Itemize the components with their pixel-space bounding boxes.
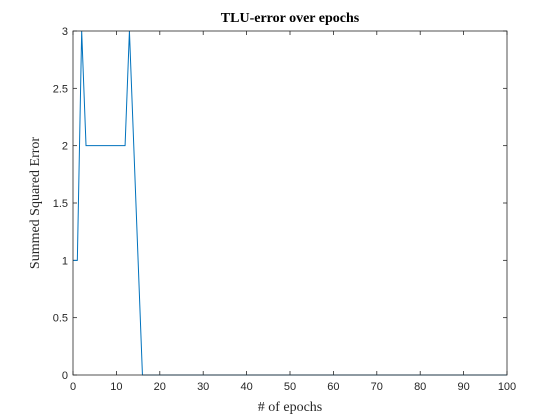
chart-title: TLU-error over epochs — [221, 11, 360, 26]
y-tick-label: 2 — [62, 141, 68, 153]
y-tick-label: 0 — [62, 370, 68, 382]
y-tick-label: 1 — [62, 255, 68, 267]
y-tick-label: 2.5 — [53, 83, 68, 95]
x-tick-label: 50 — [284, 381, 296, 393]
y-tick-label: 1.5 — [53, 198, 68, 210]
x-tick-label: 10 — [110, 381, 122, 393]
tick-labels-group: 0 10 20 30 40 50 60 70 80 90 100 0 0.5 1 1.5 2 2.5 3 — [53, 26, 516, 393]
x-tick-label: 0 — [70, 381, 76, 393]
x-tick-label: 30 — [197, 381, 209, 393]
axes-box — [72, 30, 508, 376]
x-tick-label: 100 — [498, 381, 516, 393]
x-tick-label: 20 — [154, 381, 166, 393]
y-tick-label: 3 — [62, 26, 68, 38]
x-axis-title: # of epochs — [258, 400, 323, 415]
y-axis-title: Summed Squared Error — [28, 137, 43, 270]
y-tick-label: 0.5 — [53, 313, 68, 325]
x-tick-label: 60 — [327, 381, 339, 393]
x-tick-label: 90 — [457, 381, 469, 393]
x-tick-label: 70 — [371, 381, 383, 393]
x-tick-label: 80 — [414, 381, 426, 393]
x-tick-label: 40 — [240, 381, 252, 393]
plot-area — [73, 31, 507, 375]
